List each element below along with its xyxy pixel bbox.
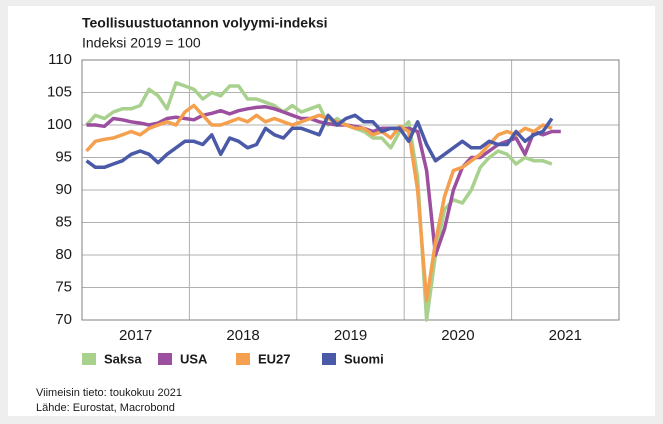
x-tick-label: 2020 xyxy=(441,327,474,344)
legend-label: Suomi xyxy=(344,351,384,366)
series-line xyxy=(85,81,553,322)
y-tick-label: 105 xyxy=(47,83,72,100)
series-line xyxy=(85,103,553,303)
legend-label: Saksa xyxy=(104,351,142,366)
y-tick-label: 85 xyxy=(55,213,72,230)
panel xyxy=(8,6,655,416)
y-tick-label: 80 xyxy=(55,246,72,263)
y-tick-label: 90 xyxy=(55,181,72,198)
note: Lähde: Eurostat, Macrobond xyxy=(36,402,175,414)
x-tick-label: 2018 xyxy=(226,327,259,344)
legend-swatch xyxy=(158,353,172,365)
note: Viimeisin tieto: toukokuu 2021 xyxy=(36,387,182,399)
series-line xyxy=(85,113,554,170)
x-tick-label: 2017 xyxy=(119,327,152,344)
x-tick-label: 2019 xyxy=(334,327,367,344)
y-tick-label: 110 xyxy=(48,51,72,68)
legend-label: USA xyxy=(180,351,208,366)
legend-label: EU27 xyxy=(258,351,291,366)
x-tick-label: 2021 xyxy=(549,327,582,344)
chart-title: Teollisuustuotannon volyymi-indeksi xyxy=(82,15,328,31)
chart-subtitle: Indeksi 2019 = 100 xyxy=(82,35,201,51)
y-tick-label: 70 xyxy=(55,311,72,328)
legend-swatch xyxy=(236,353,250,365)
plot-frame xyxy=(81,59,620,321)
y-tick-label: 75 xyxy=(55,278,72,295)
y-tick-label: 95 xyxy=(55,148,72,165)
legend-swatch xyxy=(322,353,336,365)
legend-swatch xyxy=(82,353,96,365)
y-tick-label: 100 xyxy=(47,116,72,133)
